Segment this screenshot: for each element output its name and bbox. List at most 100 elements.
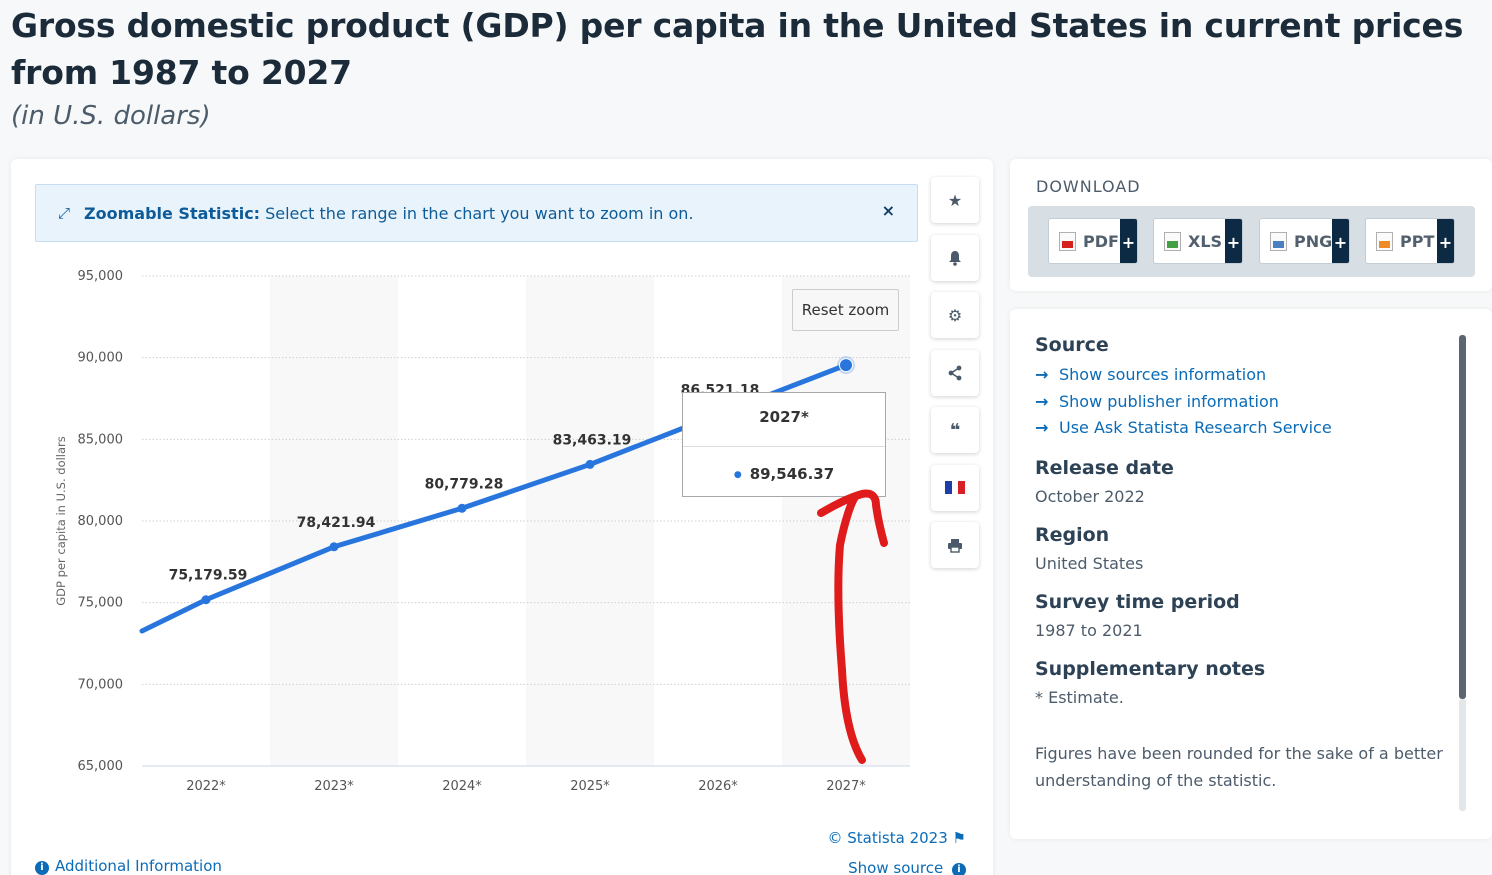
region-heading: Region [1035,523,1110,546]
show-publisher-link[interactable]: → Show publisher information [1035,389,1455,416]
survey-section: Survey time period 1987 to 2021 [1035,591,1455,643]
supplementary-estimate: * Estimate. [1035,687,1124,707]
favorite-button[interactable]: ★ [931,177,979,223]
settings-button[interactable]: ⚙ [931,292,979,338]
print-icon [948,538,962,553]
y-tick-label: 95,000 [78,269,124,284]
tooltip-category: 2027* [683,393,885,447]
info-icon: i [35,861,49,875]
additional-information-link[interactable]: i Additional Information [35,857,222,875]
source-heading: Source [1035,334,1109,356]
metadata-card: Source → Show sources information → Show p… [1010,309,1492,839]
credit-text: © Statista 2023 [827,829,948,847]
ask-statista-link[interactable]: → Use Ask Statista Research Service [1035,415,1455,442]
supplementary-heading: Supplementary notes [1035,657,1266,680]
download-ppt-button[interactable]: PPT + [1365,218,1455,264]
print-button[interactable] [931,522,979,568]
share-button[interactable] [931,349,979,396]
y-tick-label: 75,000 [78,596,124,611]
data-point [585,459,595,469]
x-tick-label: 2022* [186,779,226,794]
png-file-icon [1270,231,1287,251]
data-label: 80,779.28 [425,476,504,492]
data-point [457,503,467,513]
zoom-banner: ⤢ Zoomable Statistic: Select the range i… [35,184,918,242]
supplementary-rounding: Figures have been rounded for the sake o… [1035,743,1443,790]
plus-icon: + [1120,219,1137,263]
bell-icon [949,250,961,266]
chart-card: ⤢ Zoomable Statistic: Select the range i… [11,159,993,875]
french-flag-icon [945,481,966,494]
close-icon[interactable]: × [881,201,895,220]
download-buttons: PDF + XLS + PNG + PPT + [1028,206,1475,277]
reset-zoom-button[interactable]: Reset zoom [792,289,899,331]
data-label: 75,179.59 [169,568,248,584]
show-publisher-text: Show publisher information [1059,391,1279,411]
gear-icon: ⚙ [947,305,963,325]
download-png-label: PNG [1294,231,1333,251]
region-value: United States [1035,553,1144,573]
zoom-banner-text: Select the range in the chart you want t… [265,203,694,223]
x-tick-label: 2026* [698,779,738,794]
notification-button[interactable] [931,234,979,281]
additional-info-text: Additional Information [55,857,222,875]
scrollbar-thumb[interactable] [1459,335,1466,699]
download-png-button[interactable]: PNG + [1259,218,1350,264]
arrow-right-icon: → [1035,391,1049,411]
release-heading: Release date [1035,456,1174,479]
source-section: Source → Show sources information → Show p… [1035,334,1455,442]
line-chart[interactable]: 95,000 90,000 85,000 80,000 75,000 70,000 65,0… [11,159,993,849]
chart-tooltip: 2027* ● 89,546.37 [682,392,886,497]
data-point [329,542,339,552]
ask-statista-text: Use Ask Statista Research Service [1059,418,1332,437]
download-ppt-label: PPT [1400,231,1435,251]
y-tick-label: 85,000 [78,432,124,447]
xls-file-icon [1164,231,1181,251]
show-sources-text: Show sources information [1059,365,1267,384]
y-tick-label: 65,000 [78,759,124,774]
series-dot-icon: ● [733,470,742,480]
plus-icon: + [1437,219,1454,263]
download-title: DOWNLOAD [1036,177,1141,196]
show-sources-link[interactable]: → Show sources information [1035,362,1455,389]
release-section: Release date October 2022 [1035,457,1455,509]
star-icon: ★ [947,190,963,210]
quote-icon: ❝ [949,419,961,441]
download-xls-label: XLS [1188,231,1223,251]
tooltip-value-row: ● 89,546.37 [683,447,885,502]
language-button[interactable] [931,464,979,511]
x-tick-label: 2027* [826,779,866,794]
show-source-link[interactable]: Show source i [848,859,966,875]
region-section: Region United States [1035,524,1455,576]
metadata-content: Source → Show sources information → Show p… [1035,334,1455,809]
data-label: 83,463.19 [553,432,632,448]
download-pdf-button[interactable]: PDF + [1048,218,1138,264]
data-point [839,358,853,373]
statista-credit[interactable]: © Statista 2023 ⚑ [828,829,966,847]
arrow-right-icon: → [1035,365,1049,384]
page-title: Gross domestic product (GDP) per capita … [11,6,1464,92]
plus-icon: + [1225,219,1242,263]
download-xls-button[interactable]: XLS + [1153,218,1243,264]
chart-toolbar: ★ ⚙ ❝ [931,177,979,580]
y-axis-label: GDP per capita in U.S. dollars [54,436,68,606]
share-icon [948,365,962,380]
expand-icon: ⤢ [58,204,71,222]
y-tick-label: 90,000 [78,351,124,366]
x-tick-label: 2025* [570,779,610,794]
page-subtitle: (in U.S. dollars) [11,101,211,131]
cite-button[interactable]: ❝ [931,407,979,453]
info-icon: i [952,863,966,875]
show-source-text: Show source [848,859,944,875]
plus-icon: + [1332,219,1349,263]
survey-heading: Survey time period [1035,590,1240,613]
tooltip-value: 89,546.37 [749,465,835,483]
data-label: 78,421.94 [297,515,376,531]
supplementary-section: Supplementary notes * Estimate. Figures … [1035,658,1455,794]
x-tick-label: 2023* [314,779,354,794]
scrollbar-track[interactable] [1459,699,1466,811]
arrow-right-icon: → [1035,418,1049,437]
x-tick-label: 2024* [442,779,482,794]
zoom-banner-title: Zoomable Statistic: [84,203,261,223]
